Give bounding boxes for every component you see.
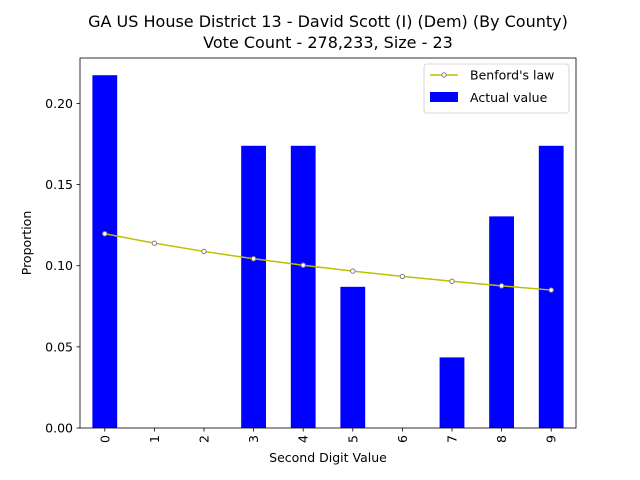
bar-digit-9: [538, 145, 564, 428]
x-tick-label: 6: [395, 435, 410, 443]
bar-digit-7: [439, 357, 465, 428]
benford-point-5: [350, 268, 356, 274]
x-tick-label: 2: [197, 435, 212, 443]
x-tick-label: 8: [494, 435, 509, 443]
y-tick-label: 0.05: [45, 339, 73, 354]
x-tick-label: 0: [97, 435, 112, 443]
legend-actual-swatch: [430, 92, 458, 102]
benford-point-1: [151, 240, 158, 246]
benford-point-3: [250, 256, 257, 262]
legend-benford-label: Benford's law: [470, 68, 554, 83]
y-axis-label: Proportion: [19, 211, 34, 276]
benford-point-8: [498, 283, 505, 289]
y-tick-label: 0.00: [45, 421, 73, 436]
y-axis-ticks: 0.00 0.05 0.10 0.15 0.20: [45, 96, 80, 436]
chart-title-line2: Vote Count - 278,233, Size - 23: [203, 33, 453, 52]
benford-line: [104, 233, 552, 291]
x-axis-ticks: 0 1 2 3 4 5 6 7 8 9: [97, 428, 559, 443]
legend-actual-label: Actual value: [470, 90, 548, 105]
bars-group: [92, 75, 564, 428]
x-tick-label: 7: [445, 435, 460, 443]
benford-line-group: [102, 231, 554, 293]
x-tick-label: 3: [246, 435, 261, 443]
bar-digit-3: [241, 145, 266, 428]
x-tick-label: 4: [296, 435, 311, 443]
plot-frame: [79, 57, 577, 429]
x-tick-label: 9: [544, 435, 559, 443]
x-tick-label: 1: [147, 435, 162, 443]
legend: Benford's law Actual value: [423, 63, 570, 114]
legend-box: [423, 63, 570, 114]
bar-digit-5: [340, 286, 366, 428]
y-tick-label: 0.20: [45, 96, 73, 111]
legend-benford-marker: [441, 72, 447, 78]
benford-point-7: [449, 278, 455, 284]
x-axis-label: Second Digit Value: [269, 450, 387, 465]
benford-point-6: [399, 273, 406, 280]
bar-digit-0: [92, 75, 118, 428]
bar-digit-8: [489, 216, 514, 428]
chart-title-line1: GA US House District 13 - David Scott (I…: [88, 12, 568, 31]
bar-digit-4: [290, 145, 316, 428]
benford-point-0: [102, 231, 108, 237]
benford-point-2: [201, 248, 207, 255]
y-tick-label: 0.10: [45, 258, 73, 273]
benford-point-4: [300, 262, 306, 268]
y-tick-label: 0.15: [45, 177, 73, 192]
benford-point-9: [548, 287, 554, 293]
x-tick-label: 5: [345, 435, 360, 443]
